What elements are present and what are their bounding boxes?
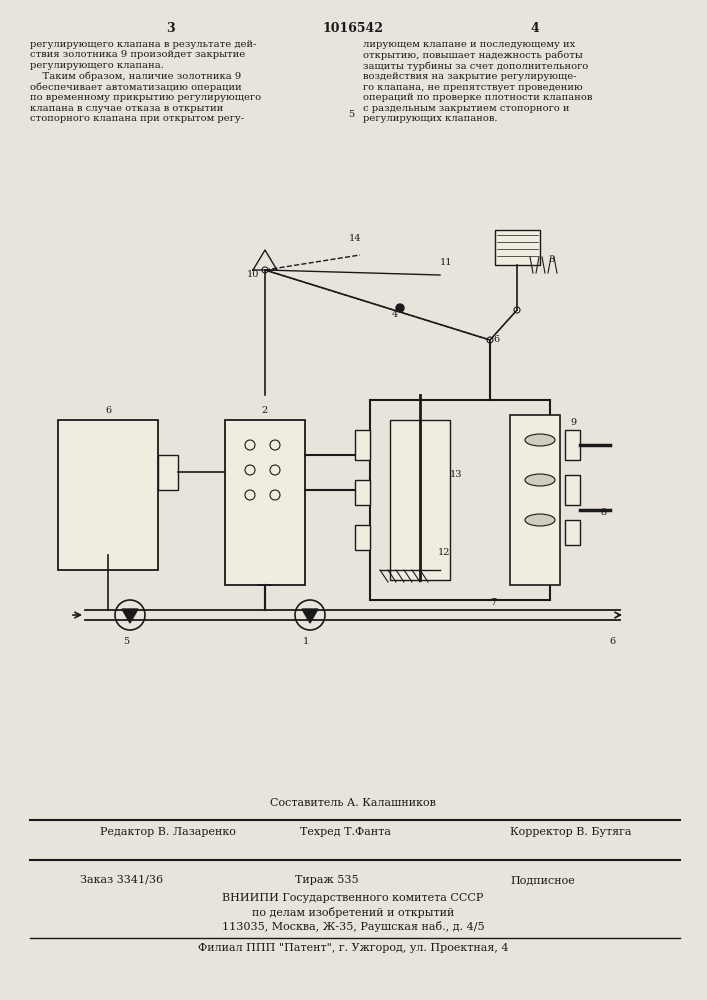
Text: 6: 6 <box>609 637 615 646</box>
Bar <box>355 430 370 460</box>
Text: 1016542: 1016542 <box>322 22 383 35</box>
Text: 9: 9 <box>570 418 576 427</box>
Bar <box>565 430 580 460</box>
Text: 4: 4 <box>392 310 398 319</box>
Text: 12: 12 <box>438 548 450 557</box>
Text: по делам изобретений и открытий: по делам изобретений и открытий <box>252 907 454 918</box>
Circle shape <box>487 337 493 343</box>
Text: Тираж 535: Тираж 535 <box>295 875 358 885</box>
Bar <box>158 455 178 490</box>
Bar <box>355 480 370 505</box>
Text: регулирующего клапана в результате дей-
ствия золотника 9 произойдет закрытие
ре: регулирующего клапана в результате дей- … <box>30 40 261 123</box>
Bar <box>370 400 550 600</box>
Text: 4: 4 <box>531 22 539 35</box>
Ellipse shape <box>525 474 555 486</box>
Text: 10: 10 <box>247 270 259 279</box>
Text: 8: 8 <box>600 508 606 517</box>
Bar <box>58 420 158 570</box>
Text: Редактор В. Лазаренко: Редактор В. Лазаренко <box>100 827 236 837</box>
Text: ВНИИПИ Государственного комитета СССР: ВНИИПИ Государственного комитета СССР <box>222 893 484 903</box>
Bar <box>495 230 540 265</box>
Text: 6: 6 <box>493 335 499 344</box>
Bar <box>565 475 580 505</box>
Text: 13: 13 <box>450 470 462 479</box>
Bar <box>565 520 580 545</box>
Text: 11: 11 <box>440 258 452 267</box>
Text: Техред Т.Фанта: Техред Т.Фанта <box>300 827 391 837</box>
Text: 14: 14 <box>349 234 361 243</box>
Text: 3: 3 <box>165 22 175 35</box>
Bar <box>225 420 305 585</box>
Text: 6: 6 <box>105 406 111 415</box>
Polygon shape <box>122 609 138 623</box>
Bar <box>390 420 450 580</box>
Ellipse shape <box>525 434 555 446</box>
Text: Филиал ППП "Патент", г. Ужгород, ул. Проектная, 4: Филиал ППП "Патент", г. Ужгород, ул. Про… <box>198 943 508 953</box>
Text: 2: 2 <box>262 406 268 415</box>
Text: 1: 1 <box>303 637 309 646</box>
Circle shape <box>396 304 404 312</box>
Text: Заказ 3341/36: Заказ 3341/36 <box>80 875 163 885</box>
Text: Подписное: Подписное <box>510 875 575 885</box>
Ellipse shape <box>525 514 555 526</box>
Text: 5: 5 <box>123 637 129 646</box>
Text: Составитель А. Калашников: Составитель А. Калашников <box>270 798 436 808</box>
Text: лирующем клапане и последующему их
открытию, повышает надежность работы
защиты т: лирующем клапане и последующему их откры… <box>363 40 592 123</box>
Circle shape <box>514 307 520 313</box>
Text: 5: 5 <box>348 110 354 119</box>
Text: 7: 7 <box>490 598 496 607</box>
Text: Корректор В. Бутяга: Корректор В. Бутяга <box>510 827 631 837</box>
Bar <box>355 525 370 550</box>
Text: 3: 3 <box>548 255 554 264</box>
Circle shape <box>262 267 268 273</box>
Text: 113035, Москва, Ж-35, Раушская наб., д. 4/5: 113035, Москва, Ж-35, Раушская наб., д. … <box>222 921 484 932</box>
Bar <box>510 415 560 585</box>
Polygon shape <box>302 609 318 623</box>
